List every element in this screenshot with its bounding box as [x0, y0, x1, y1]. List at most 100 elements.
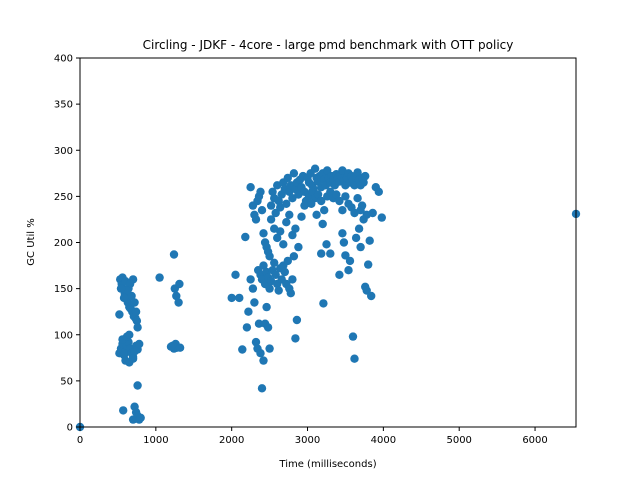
data-point	[116, 284, 126, 293]
data-point	[136, 413, 145, 422]
data-point	[276, 203, 285, 212]
data-point	[322, 240, 331, 249]
data-point	[288, 230, 297, 240]
x-tick-label: 3000	[295, 435, 320, 446]
data-point	[317, 249, 326, 258]
data-point	[172, 291, 181, 301]
data-point	[131, 307, 141, 316]
data-point	[377, 213, 386, 222]
data-point	[246, 183, 255, 192]
data-point	[155, 273, 164, 282]
data-point	[265, 284, 274, 293]
data-point	[127, 291, 136, 301]
data-points	[75, 164, 581, 432]
data-point	[115, 310, 124, 319]
data-point	[354, 224, 364, 233]
x-tick-label: 4000	[371, 435, 396, 446]
data-point	[132, 316, 142, 326]
data-point	[241, 232, 250, 242]
data-point	[350, 181, 359, 190]
data-point	[133, 381, 142, 390]
data-point	[174, 298, 183, 307]
data-point	[238, 345, 247, 354]
data-point	[270, 258, 279, 267]
data-point	[356, 242, 365, 252]
data-point	[254, 319, 264, 328]
data-point	[283, 173, 292, 183]
data-point	[242, 323, 252, 332]
x-tick-label: 5000	[446, 435, 471, 446]
y-tick-label: 100	[54, 330, 73, 341]
data-point	[119, 293, 129, 303]
data-point	[231, 270, 240, 279]
y-tick-label: 0	[67, 423, 73, 434]
data-point	[374, 187, 383, 196]
data-point	[335, 196, 344, 206]
y-tick-label: 200	[54, 238, 73, 249]
data-point	[257, 206, 267, 215]
data-point	[175, 343, 185, 352]
data-point	[279, 240, 288, 249]
y-tick-label: 50	[60, 376, 73, 387]
data-point	[318, 219, 327, 229]
data-point	[283, 256, 292, 266]
x-tick-label: 0	[77, 435, 83, 446]
data-point	[268, 187, 277, 196]
data-point	[246, 275, 255, 284]
x-axis-label: Time (milliseconds)	[278, 459, 376, 470]
x-tick-label: 2000	[219, 435, 244, 446]
data-point	[294, 242, 303, 252]
data-point	[319, 299, 328, 308]
x-tick-label: 1000	[143, 435, 168, 446]
data-point	[361, 171, 370, 181]
data-point	[350, 354, 359, 363]
data-point	[280, 267, 289, 277]
data-point	[271, 270, 280, 279]
data-point	[135, 339, 144, 349]
data-point	[368, 208, 377, 218]
data-point	[250, 298, 259, 307]
x-axis-ticks: 0 1000 2000 3000 4000 5000 6000	[77, 427, 548, 446]
data-point	[125, 330, 134, 339]
data-point	[332, 190, 341, 199]
data-point	[297, 212, 306, 221]
data-point	[266, 201, 276, 210]
data-point	[274, 286, 283, 295]
data-point	[265, 252, 274, 261]
data-point	[291, 224, 300, 233]
data-point	[256, 187, 265, 196]
y-tick-label: 300	[54, 146, 73, 157]
data-point	[166, 342, 176, 351]
data-point	[259, 229, 268, 238]
x-tick-label: 6000	[522, 435, 547, 446]
chart-title: Circling - JDKF - 4core - large pmd benc…	[143, 38, 514, 52]
data-point	[119, 406, 128, 415]
data-point	[344, 266, 353, 275]
y-axis-ticks: 0 50 100 150 200 250 300 350 400	[54, 54, 80, 434]
data-point	[274, 196, 283, 206]
data-point	[271, 208, 280, 218]
data-point	[256, 349, 265, 358]
data-point	[338, 229, 347, 238]
data-point	[289, 169, 299, 178]
data-point	[273, 233, 282, 243]
data-point	[130, 298, 139, 307]
data-point	[341, 251, 350, 260]
data-point	[251, 215, 261, 224]
y-tick-label: 250	[54, 192, 73, 203]
data-point	[312, 210, 321, 219]
data-point	[244, 307, 253, 316]
data-point	[365, 236, 374, 245]
y-tick-label: 350	[54, 100, 73, 111]
data-point	[307, 199, 316, 208]
data-point	[359, 178, 368, 187]
data-point	[339, 238, 349, 247]
data-point	[169, 250, 179, 259]
data-point	[292, 315, 302, 325]
data-point	[338, 206, 347, 215]
data-point	[310, 164, 320, 173]
data-point	[345, 256, 355, 266]
data-point	[323, 166, 332, 175]
data-point	[348, 332, 358, 341]
